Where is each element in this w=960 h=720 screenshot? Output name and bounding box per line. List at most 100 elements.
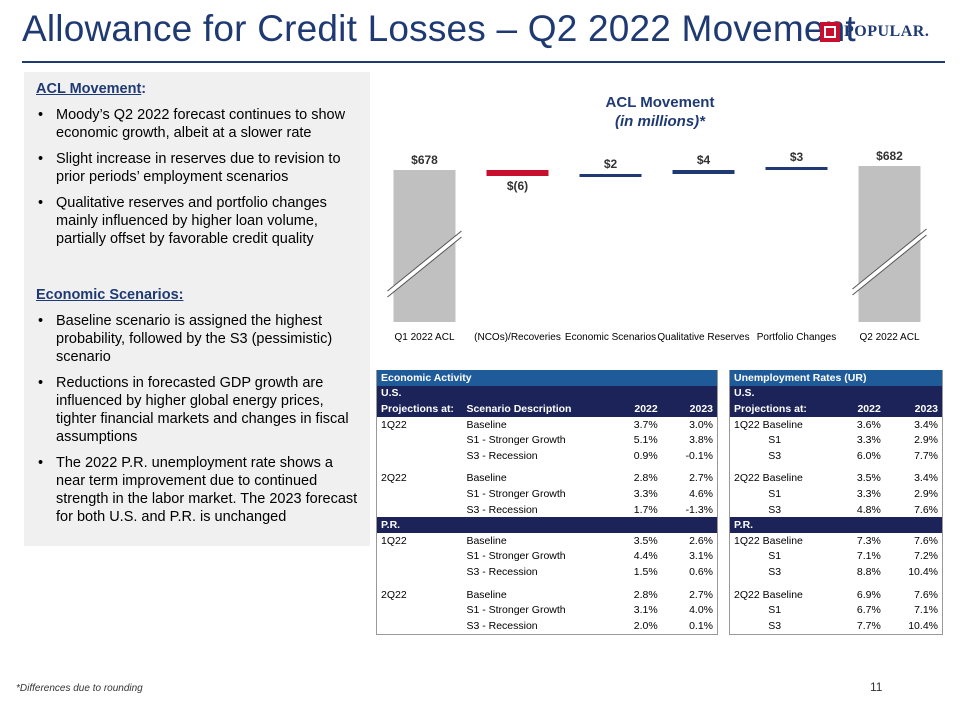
category-label: Q2 2022 ACL bbox=[859, 332, 919, 343]
projection-cell bbox=[377, 486, 463, 502]
table-row: 2Q22 Baseline 3.5% 3.4% bbox=[730, 471, 943, 487]
value-2022-cell: 6.9% bbox=[856, 588, 881, 601]
chart-title-subtitle: (in millions)* bbox=[615, 113, 705, 130]
data-label: $4 bbox=[697, 153, 711, 167]
value-2022-cell: 3.3% bbox=[856, 434, 881, 447]
table-row: 2Q22 Baseline 2.8% 2.7% bbox=[377, 587, 718, 603]
table-row: S1 6.7% 7.1% bbox=[730, 602, 943, 618]
table-row: S1 - Stronger Growth 4.4% 3.1% bbox=[377, 549, 718, 565]
scenario-cell: S3 - Recession bbox=[466, 565, 538, 578]
spacer-cell bbox=[730, 464, 943, 471]
scenario-cell: S1 - Stronger Growth bbox=[466, 550, 566, 563]
table-row: 2Q22 Baseline 2.8% 2.7% bbox=[377, 471, 718, 487]
value-2022-cell: 3.6% bbox=[856, 418, 881, 431]
bullet-item: Baseline scenario is assigned the highes… bbox=[36, 312, 360, 366]
table-title-row: Economic Activity bbox=[376, 370, 718, 386]
scenario-cell: Baseline bbox=[466, 534, 507, 547]
table-row: 1Q22 Baseline 3.7% 3.0% bbox=[377, 417, 718, 433]
scenario-cell: S1 - Stronger Growth bbox=[466, 434, 566, 447]
table-row: 1Q22 Baseline 3.5% 2.6% bbox=[377, 533, 718, 549]
header-row: Projections at: Scenario Description 2022 2… bbox=[376, 401, 718, 417]
popular-logo: POPULAR. bbox=[820, 22, 929, 42]
value-2022-cell: 0.9% bbox=[633, 449, 658, 462]
popular-logo-icon bbox=[820, 22, 840, 42]
bullet-item: Reductions in forecasted GDP growth are … bbox=[36, 374, 360, 446]
value-2023-cell: 4.6% bbox=[689, 487, 713, 500]
value-2023-cell: -1.3% bbox=[685, 503, 713, 516]
bullet-item: Moody’s Q2 2022 forecast continues to sh… bbox=[36, 106, 360, 142]
chart-title: ACL Movement (in millions)* bbox=[560, 93, 760, 131]
value-2022-cell: 2.0% bbox=[602, 617, 662, 635]
scenario-cell: S3 - Recession bbox=[466, 449, 538, 462]
bullet-item: Slight increase in reserves due to revis… bbox=[36, 150, 360, 186]
projection-cell: S1 bbox=[768, 487, 782, 500]
value-2022-cell: 7.7% bbox=[819, 617, 885, 635]
spacer-cell bbox=[730, 580, 943, 587]
value-2022-cell: 3.1% bbox=[633, 604, 658, 617]
table-row: S3 8.8% 10.4% bbox=[730, 564, 943, 580]
projection-cell bbox=[377, 549, 463, 565]
spacer-cell bbox=[377, 580, 718, 587]
value-2023-cell: 3.0% bbox=[689, 418, 713, 431]
table-row: S1 - Stronger Growth 3.3% 4.6% bbox=[377, 486, 718, 502]
value-2022-cell: 4.8% bbox=[856, 503, 881, 516]
value-2023-cell: 7.6% bbox=[914, 534, 938, 547]
data-label: $3 bbox=[790, 150, 804, 164]
acl-movement-bullets: Moody’s Q2 2022 forecast continues to sh… bbox=[36, 106, 360, 248]
chart-title-main: ACL Movement bbox=[605, 94, 715, 111]
value-2023-cell: 3.8% bbox=[689, 434, 713, 447]
spacer-row bbox=[377, 580, 718, 587]
projection-cell: 2Q22 bbox=[381, 472, 407, 485]
column-header: 2023 bbox=[661, 401, 718, 417]
region-row: U.S. bbox=[729, 385, 943, 402]
table-row: S3 - Recession 0.9% -0.1% bbox=[377, 448, 718, 464]
projection-cell bbox=[377, 564, 463, 580]
value-2022-cell: 6.0% bbox=[856, 449, 881, 462]
data-label: $2 bbox=[604, 157, 618, 171]
column-header: 2022 bbox=[819, 401, 885, 417]
value-2022-cell: 7.3% bbox=[856, 534, 881, 547]
spacer-cell bbox=[377, 464, 718, 471]
spacer-row bbox=[730, 464, 943, 471]
acl-movement-heading: ACL Movement: bbox=[36, 80, 360, 98]
bar-increase bbox=[579, 174, 642, 177]
column-header: 2023 bbox=[884, 401, 943, 417]
region-label-us: U.S. bbox=[729, 385, 943, 402]
table-row: S3 4.8% 7.6% bbox=[730, 502, 943, 518]
projection-cell bbox=[377, 448, 463, 464]
value-2023-cell: 7.6% bbox=[914, 588, 938, 601]
value-2022-cell: 3.3% bbox=[856, 487, 881, 500]
header-row: Projections at: 2022 2023 bbox=[729, 401, 943, 417]
economic-scenarios-heading: Economic Scenarios: bbox=[36, 287, 184, 303]
category-label: Economic Scenarios bbox=[565, 332, 656, 343]
acl-waterfall-chart: $678 Q1 2022 ACL $(6) (NCOs)/Recoveries $2 Ec… bbox=[385, 149, 929, 343]
projection-cell bbox=[376, 617, 463, 635]
bullet-item: Qualitative reserves and portfolio chang… bbox=[36, 194, 360, 248]
projection-cell: 2Q22 Baseline bbox=[734, 588, 803, 601]
value-2022-cell: 3.5% bbox=[633, 534, 658, 547]
scenario-cell: S3 - Recession bbox=[462, 617, 603, 635]
value-2023-cell: 2.9% bbox=[914, 487, 938, 500]
table-row: S1 7.1% 7.2% bbox=[730, 549, 943, 565]
table-row: S3 6.0% 7.7% bbox=[730, 448, 943, 464]
table-row: 1Q22 Baseline 3.6% 3.4% bbox=[730, 417, 943, 433]
spacer-row bbox=[377, 464, 718, 471]
page-title: Allowance for Credit Losses – Q2 2022 Mo… bbox=[22, 8, 856, 49]
projection-cell: 1Q22 Baseline bbox=[734, 534, 803, 547]
value-2023-cell: 2.9% bbox=[914, 434, 938, 447]
value-2022-cell: 1.5% bbox=[633, 565, 658, 578]
table-row: 2Q22 Baseline 6.9% 7.6% bbox=[730, 587, 943, 603]
value-2022-cell: 3.3% bbox=[633, 487, 658, 500]
value-2023-cell: 4.0% bbox=[689, 604, 713, 617]
axis-break-gap bbox=[385, 232, 464, 296]
region-row: P.R. bbox=[376, 517, 718, 533]
table-row: S1 3.3% 2.9% bbox=[730, 486, 943, 502]
projection-cell: S3 bbox=[729, 617, 820, 635]
projection-cell: 1Q22 Baseline bbox=[734, 418, 803, 431]
value-2022-cell: 2.8% bbox=[633, 472, 658, 485]
axis-break-line bbox=[852, 234, 927, 296]
value-2022-cell: 4.4% bbox=[633, 550, 658, 563]
projection-cell: S1 bbox=[768, 434, 782, 447]
projection-cell: S3 bbox=[768, 503, 782, 516]
projection-cell: 1Q22 bbox=[381, 534, 407, 547]
